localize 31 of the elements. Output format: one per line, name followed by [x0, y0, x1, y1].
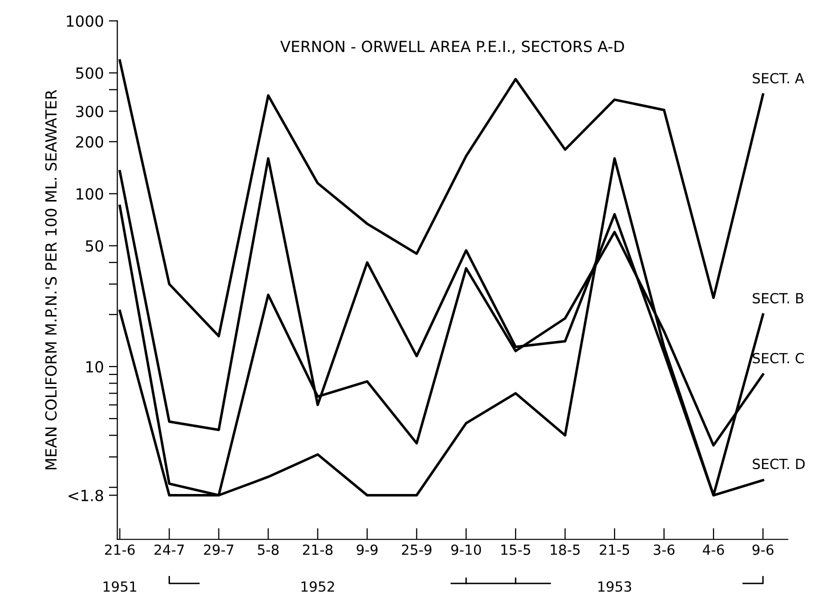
x-tick-label: 21-8 [302, 544, 333, 555]
text: 1952 [302, 581, 334, 592]
y-tick-label: 50 [86, 240, 104, 252]
y-tick-label: 10 [86, 361, 104, 373]
series-label: SECT. B [752, 292, 804, 304]
x-tick-label: 9-9 [356, 544, 378, 555]
y-tick-label: 100 [76, 188, 104, 200]
x-tick-label: 25-9 [402, 544, 432, 555]
series-label: SECT. A [752, 72, 804, 84]
x-tick-label: 9-6 [752, 544, 774, 555]
x-tick-label: 24-7 [154, 544, 184, 555]
y-tick-label: 200 [76, 136, 104, 148]
text: VERNON - ORWELL AREA P.E.I., SECTORS A-D [280, 40, 624, 54]
y-tick-label: 300 [76, 106, 104, 118]
x-tick-label: 4-6 [702, 544, 724, 555]
y-axis-title: MEAN COLIFORM M.P.N.'S PER 100 ML. SEAWATER [45, 90, 57, 470]
series-label: SECT. D [752, 458, 805, 470]
x-tick-label: 18-5 [550, 544, 580, 555]
y-tick-label: <1.8 [68, 490, 104, 502]
x-tick-label: 9-10 [451, 544, 481, 555]
x-tick-label: 21-5 [600, 544, 630, 555]
series-label: SECT. C [752, 352, 804, 364]
x-tick-label: 29-7 [204, 544, 234, 555]
x-tick-label: 5-8 [258, 544, 279, 555]
x-tick-label: 15-5 [501, 544, 530, 555]
text: 1953 [598, 581, 632, 592]
y-tick-label: 500 [76, 67, 104, 79]
x-tick-label: 3-6 [654, 544, 674, 555]
y-tick-label: 1000 [66, 15, 104, 27]
text: 1951 [104, 581, 136, 592]
x-tick-label: 21-6 [105, 544, 135, 555]
